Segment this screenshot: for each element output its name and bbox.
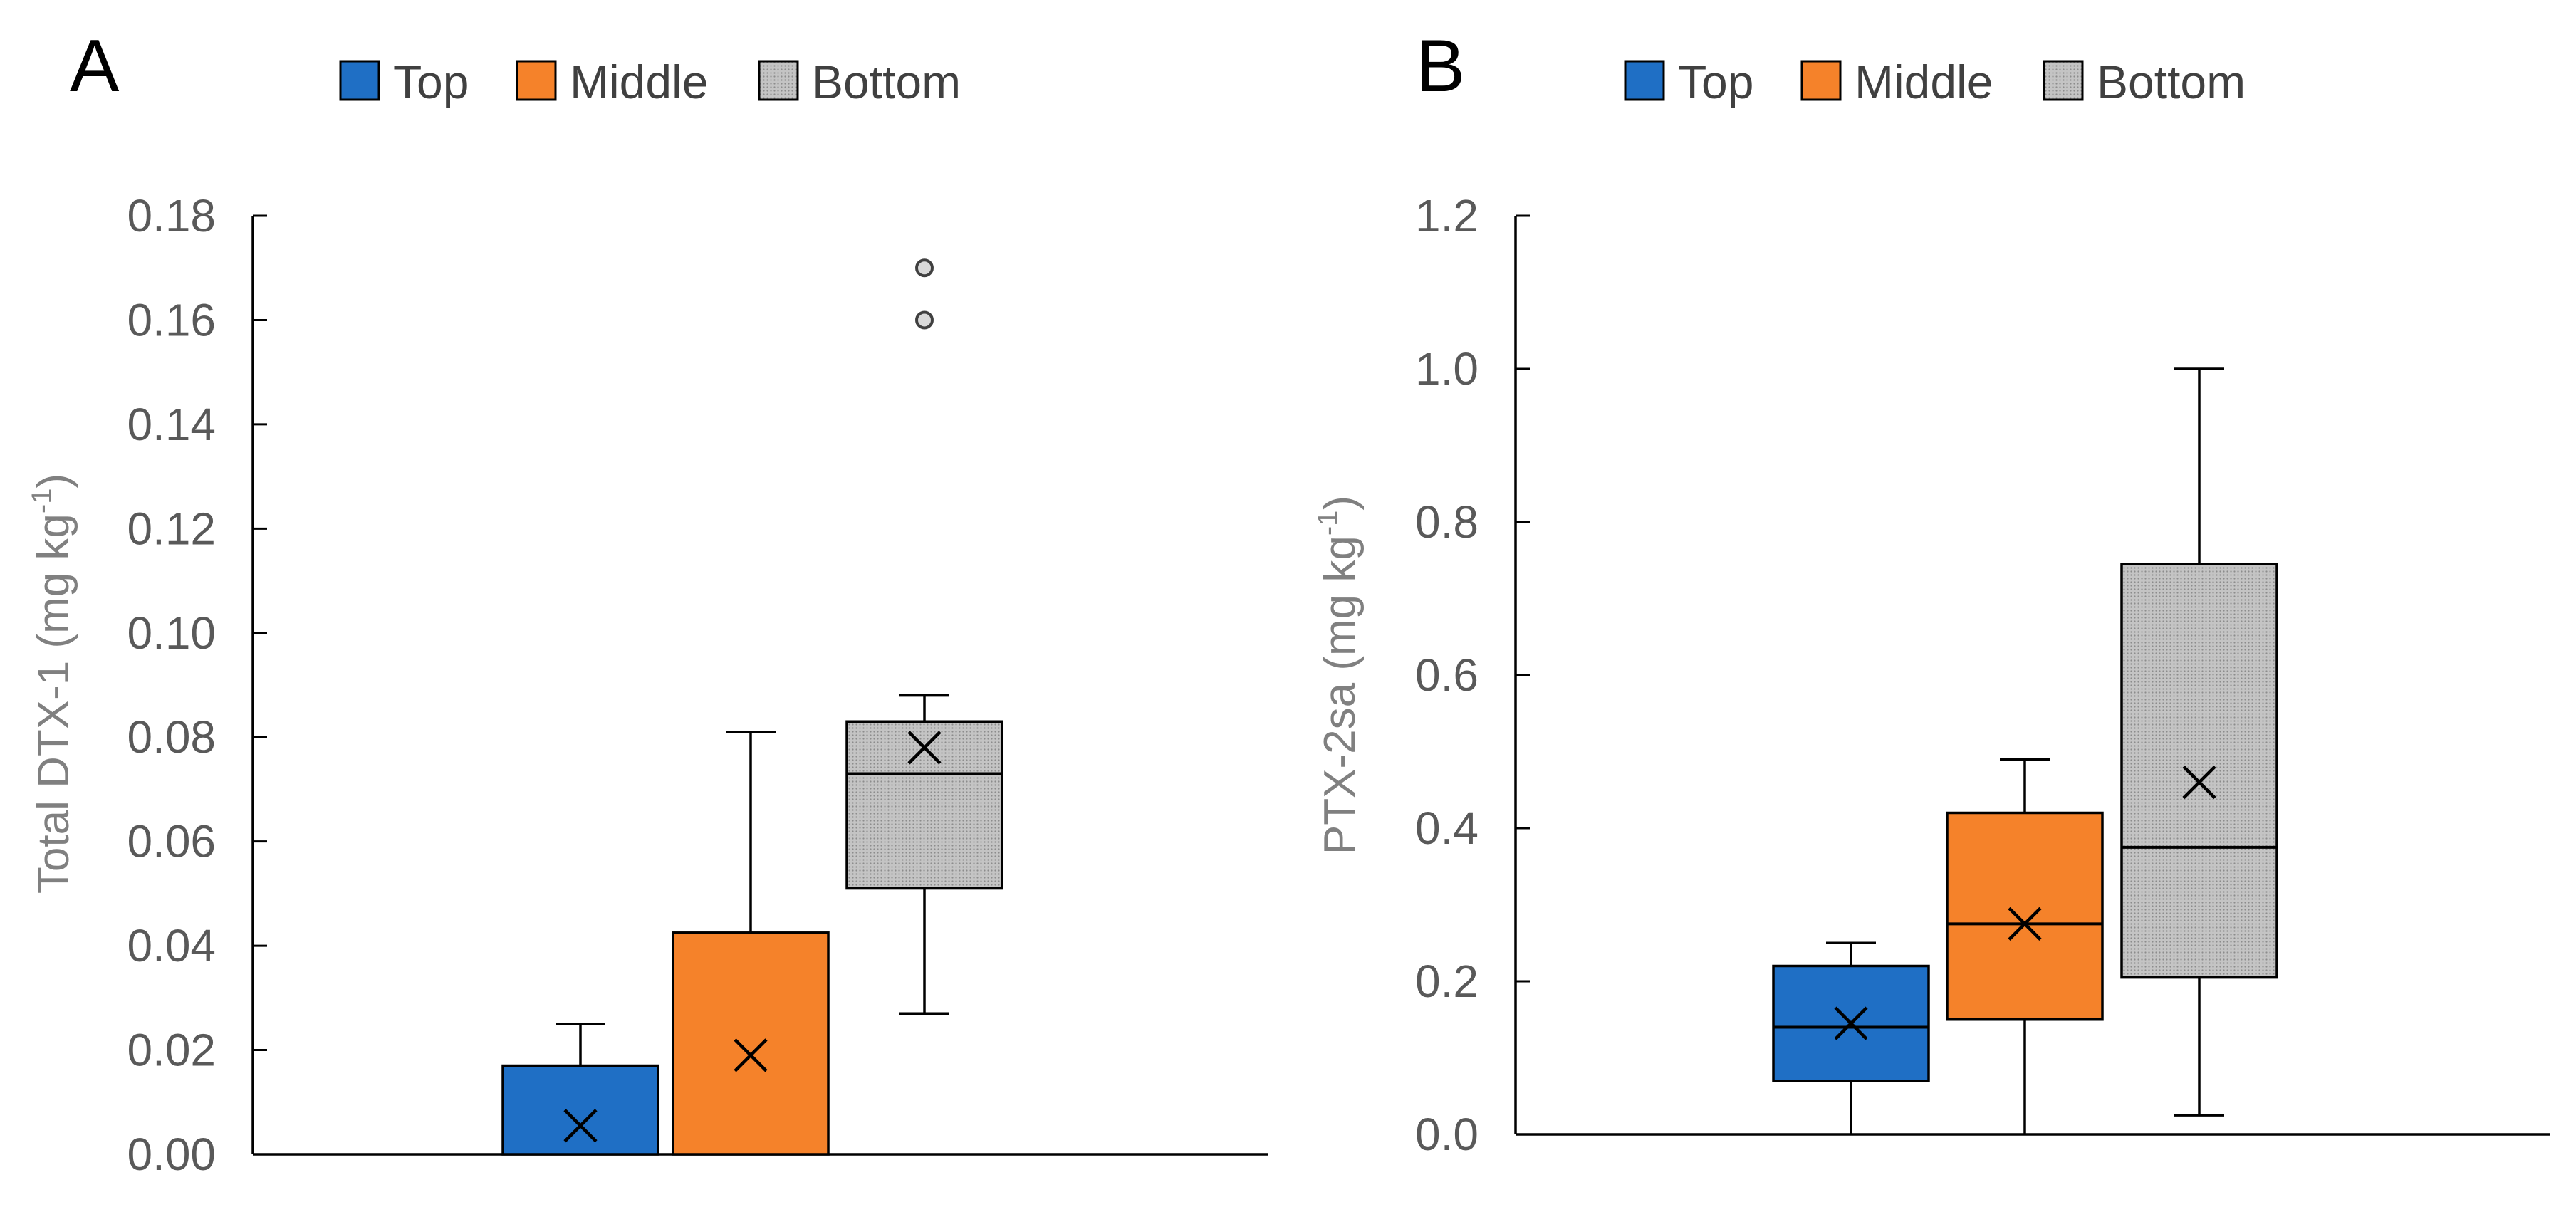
mean-marker-top-b bbox=[1834, 1006, 1868, 1040]
y-tick-label-a: 0.04 bbox=[127, 920, 216, 971]
y-tick-label-a: 0.00 bbox=[127, 1129, 216, 1180]
legend-label-bottom-a: Bottom bbox=[812, 56, 961, 108]
box-top-a bbox=[501, 1064, 659, 1156]
mean-marker-stroke bbox=[1834, 1006, 1868, 1040]
legend-label-top-a: Top bbox=[393, 56, 469, 108]
mean-marker-bottom-b bbox=[2182, 765, 2216, 800]
panel-letter-a: A bbox=[70, 25, 120, 108]
legend-label-middle-b: Middle bbox=[1855, 56, 1993, 108]
legend-swatch-top-a bbox=[339, 60, 380, 101]
legend-label-top-b: Top bbox=[1678, 56, 1753, 108]
y-tick-label-b: 1.2 bbox=[1415, 190, 1479, 241]
y-tick-label-b: 1.0 bbox=[1415, 343, 1479, 395]
y-tick-label-a: 0.18 bbox=[127, 190, 216, 241]
y-tick-label-a: 0.12 bbox=[127, 503, 216, 554]
y-axis-title-b: PTX-2sa (mg kg-1) bbox=[1313, 496, 1365, 855]
y-tick-label-b: 0.4 bbox=[1415, 803, 1479, 854]
outlier-point-bottom-a bbox=[915, 310, 934, 330]
mean-marker-stroke bbox=[2008, 907, 2042, 941]
y-tick-label-a: 0.06 bbox=[127, 816, 216, 867]
y-tick-label-b: 0.0 bbox=[1415, 1109, 1479, 1160]
y-axis-title-a: Total DTX-1 (mg kg-1) bbox=[26, 474, 78, 894]
outlier-point-bottom-a bbox=[915, 258, 934, 278]
y-tick-label-a: 0.10 bbox=[127, 607, 216, 659]
y-tick-label-a: 0.08 bbox=[127, 711, 216, 763]
chart-panel-a: A Top Middle Bottom 0.00 0.02 0.04 0.06 0.08 0.10… bbox=[26, 25, 1268, 1180]
y-tick-label-b: 0.8 bbox=[1415, 496, 1479, 548]
mean-marker-stroke bbox=[907, 731, 942, 765]
legend-label-middle-a: Middle bbox=[570, 56, 708, 108]
legend-swatch-bottom-b bbox=[2043, 60, 2084, 101]
panel-letter-b: B bbox=[1416, 25, 1465, 108]
legend-label-bottom-b: Bottom bbox=[2097, 56, 2246, 108]
y-tick-label-b: 0.2 bbox=[1415, 956, 1479, 1007]
y-tick-label-a: 0.16 bbox=[127, 294, 216, 345]
legend-swatch-middle-a bbox=[516, 60, 557, 101]
legend-swatch-bottom-a bbox=[758, 60, 799, 101]
y-tick-label-b: 0.6 bbox=[1415, 649, 1479, 701]
mean-marker-stroke bbox=[563, 1109, 598, 1143]
mean-marker-middle-b bbox=[2008, 907, 2042, 941]
mean-marker-middle-a bbox=[734, 1038, 768, 1072]
box-middle-b bbox=[1946, 811, 2104, 1021]
box-bottom-b bbox=[2120, 563, 2278, 979]
mean-marker-bottom-a bbox=[907, 731, 942, 765]
legend-swatch-middle-b bbox=[1800, 60, 1842, 101]
chart-panel-b: B Top Middle Bottom 0.0 0.2 0.4 0.6 0.8 1.0 1.2 PTX… bbox=[1313, 25, 2550, 1160]
mean-marker-stroke bbox=[734, 1038, 768, 1072]
mean-marker-top-a bbox=[563, 1109, 598, 1143]
y-tick-label-a: 0.14 bbox=[127, 399, 216, 450]
y-tick-label-a: 0.02 bbox=[127, 1025, 216, 1076]
mean-marker-stroke bbox=[2182, 765, 2216, 800]
legend-swatch-top-b bbox=[1624, 60, 1665, 101]
box-middle-a bbox=[672, 931, 830, 1156]
